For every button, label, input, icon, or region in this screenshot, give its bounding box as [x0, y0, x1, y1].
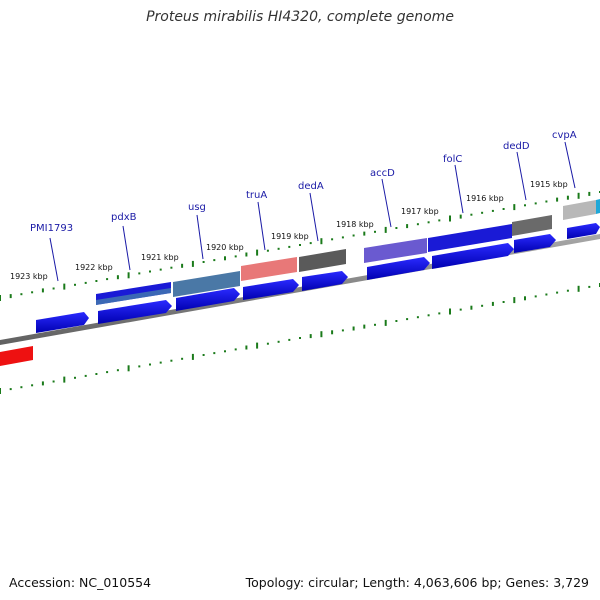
cds-arrow — [302, 271, 348, 291]
kbp-label: 1916 kbp — [466, 194, 504, 203]
cds-arrows — [0, 223, 600, 366]
gene-label-truA: truA — [246, 190, 267, 201]
kbp-label: 1921 kbp — [141, 253, 179, 262]
gene-label-accD: accD — [370, 168, 395, 179]
cds-arrow — [98, 300, 172, 324]
kbp-label: 1923 kbp — [10, 272, 48, 281]
feature-pdxB-band — [96, 288, 171, 305]
accession-text: Accession: NC_010554 — [9, 575, 152, 590]
cds-arrow — [567, 223, 600, 239]
cds-arrow — [514, 234, 556, 253]
cds-arrow — [432, 243, 514, 269]
feature-dedA — [299, 249, 346, 272]
gene-label-folC: folC — [443, 154, 462, 165]
gene-label-usg: usg — [188, 202, 206, 213]
cds-arrow — [36, 312, 89, 333]
kbp-label: 1920 kbp — [206, 243, 244, 252]
cds-arrow — [367, 257, 430, 280]
gene-label-pdxB: pdxB — [111, 212, 137, 223]
cds-arrow — [243, 279, 299, 300]
feature-cvpA — [563, 200, 596, 220]
gc-skew-ring-inner — [0, 283, 600, 394]
feature-usg — [173, 271, 240, 297]
kbp-label: 1918 kbp — [336, 220, 374, 229]
cds-arrow — [176, 288, 240, 311]
gene-labels: PMI1793 pdxB usg truA dedA accD folC ded… — [30, 130, 577, 282]
map-title: Proteus mirabilis HI4320, complete genom… — [146, 9, 454, 25]
rrna-feature — [0, 346, 33, 366]
feature-accD — [364, 238, 427, 263]
kbp-label: 1915 kbp — [530, 180, 568, 189]
feature-cyan — [596, 199, 600, 214]
kbp-label: 1919 kbp — [271, 232, 309, 241]
kbp-labels: 1923 kbp 1922 kbp 1921 kbp 1920 kbp 1919… — [10, 180, 568, 281]
gc-skew-ring-outer — [0, 191, 600, 301]
feature-folC — [428, 224, 512, 252]
gene-label-cvpA: cvpA — [552, 130, 577, 141]
gene-label-dedA: dedA — [298, 181, 324, 192]
genome-summary-text: Topology: circular; Length: 4,063,606 bp… — [245, 575, 589, 590]
feature-dedD — [512, 215, 552, 236]
gene-features — [96, 199, 600, 305]
kbp-label: 1922 kbp — [75, 263, 113, 272]
kbp-label: 1917 kbp — [401, 207, 439, 216]
gene-label-dedD: dedD — [503, 141, 530, 152]
gene-label-PMI1793: PMI1793 — [30, 223, 73, 234]
feature-truA — [241, 257, 297, 281]
